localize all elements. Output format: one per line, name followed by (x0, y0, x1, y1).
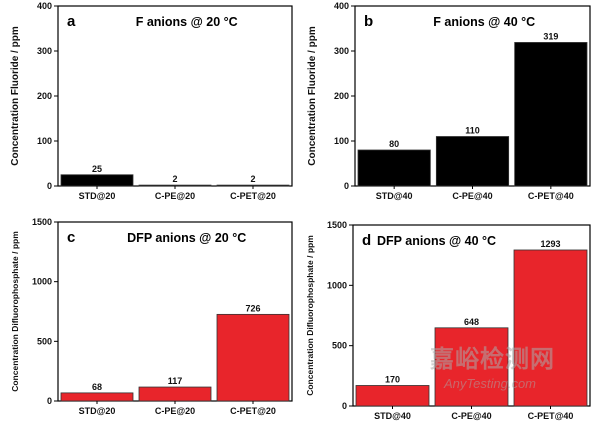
data-label-d-2: 1293 (540, 239, 560, 249)
bar-d-1 (434, 327, 509, 407)
y-tick-label-c-3: 1500 (32, 217, 52, 227)
data-label-c-1: 117 (168, 376, 183, 386)
y-tick-label-b-4: 400 (334, 1, 349, 11)
x-tick-label-c-2: C-PET@20 (230, 406, 276, 416)
y-tick-label-c-2: 1000 (32, 277, 52, 287)
y-tick-label-b-3: 300 (334, 46, 349, 56)
y-tick-label-d-3: 1500 (327, 220, 347, 230)
x-tick-label-a-1: C-PE@20 (155, 191, 195, 201)
bar-c-1 (138, 386, 212, 402)
data-label-c-2: 726 (245, 303, 260, 313)
bar-a-0 (60, 174, 134, 187)
data-label-a-2: 2 (250, 174, 255, 184)
panel-title-c: DFP anions @ 20 °C (127, 231, 246, 245)
x-tick-label-a-2: C-PET@20 (230, 191, 276, 201)
y-axis-label-c: Concentration Difluorophosphate / ppm (10, 231, 20, 392)
bar-a-1 (138, 184, 212, 187)
bar-b-1 (435, 136, 510, 187)
y-tick-label-d-0: 0 (342, 401, 347, 411)
y-tick-label-d-2: 1000 (327, 280, 347, 290)
x-tick-label-b-0: STD@40 (376, 191, 413, 201)
y-axis-label-a: Concentration Fluoride / ppm (10, 26, 21, 166)
data-label-b-1: 110 (465, 126, 480, 136)
bar-c-0 (60, 392, 134, 402)
y-tick-label-a-0: 0 (47, 181, 52, 191)
y-tick-label-b-2: 200 (334, 91, 349, 101)
y-tick-label-c-1: 500 (37, 336, 52, 346)
plot-frame-a (57, 5, 293, 187)
data-label-a-0: 25 (92, 164, 102, 174)
x-tick-label-d-0: STD@40 (374, 411, 411, 421)
x-tick-label-c-1: C-PE@20 (155, 406, 195, 416)
panel-letter-a: a (67, 13, 76, 30)
panel-title-a: F anions @ 20 °C (136, 15, 238, 29)
x-tick-label-b-1: C-PE@40 (452, 191, 492, 201)
y-tick-label-b-1: 100 (334, 136, 349, 146)
bar-d-0 (355, 385, 430, 407)
data-label-d-0: 170 (385, 374, 400, 384)
x-tick-label-d-2: C-PET@40 (528, 411, 574, 421)
bar-c-2 (216, 313, 290, 402)
data-label-c-0: 68 (92, 382, 102, 392)
y-tick-label-a-3: 300 (37, 46, 52, 56)
panel-letter-d: d (362, 232, 371, 249)
y-tick-label-d-1: 500 (332, 341, 347, 351)
y-tick-label-a-2: 200 (37, 91, 52, 101)
x-tick-label-d-1: C-PE@40 (451, 411, 491, 421)
panel-title-d: DFP anions @ 40 °C (377, 234, 496, 248)
data-label-b-2: 319 (543, 31, 558, 41)
data-label-d-1: 648 (464, 317, 479, 327)
watermark-cn: 嘉峪检测网 (430, 345, 555, 373)
bar-a-2 (216, 184, 290, 187)
y-tick-label-c-0: 0 (47, 396, 52, 406)
watermark-en: AnyTesting.com (444, 376, 537, 391)
bar-b-0 (357, 149, 431, 187)
data-label-b-0: 80 (389, 139, 399, 149)
x-tick-label-a-0: STD@20 (79, 191, 116, 201)
panel-title-b: F anions @ 40 °C (433, 15, 535, 29)
bar-b-2 (514, 42, 588, 187)
x-tick-label-b-2: C-PET@40 (528, 191, 574, 201)
x-tick-label-c-0: STD@20 (79, 406, 116, 416)
panel-letter-b: b (364, 13, 373, 30)
bar-d-2 (513, 249, 588, 407)
y-axis-label-b: Concentration Fluoride / ppm (307, 26, 318, 166)
y-tick-label-a-1: 100 (37, 136, 52, 146)
y-axis-label-d: Concentration Difluorophosphate / ppm (305, 235, 315, 396)
y-tick-label-b-0: 0 (344, 181, 349, 191)
y-tick-label-a-4: 400 (37, 1, 52, 11)
panel-letter-c: c (67, 229, 75, 246)
data-label-a-1: 2 (172, 174, 177, 184)
